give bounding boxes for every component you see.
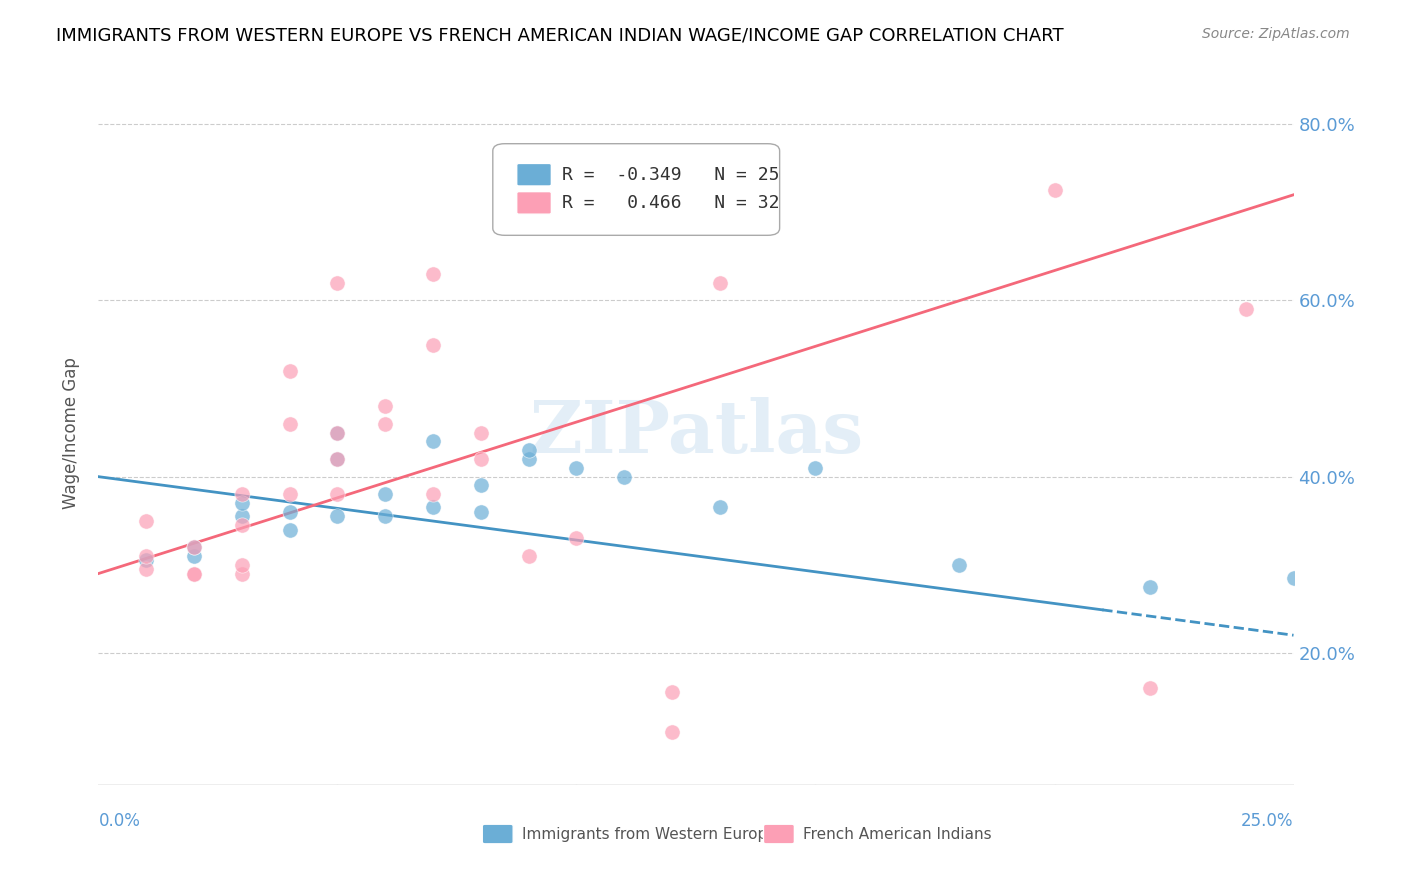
Point (326, 425, 349, 440)
Point (231, 518, 253, 533)
Point (565, 531, 588, 545)
Text: French American Indians: French American Indians (803, 827, 991, 841)
Point (231, 566, 253, 581)
Point (231, 558, 253, 572)
Point (374, 509, 396, 524)
Text: ZIPatlas: ZIPatlas (529, 397, 863, 468)
Point (517, 452, 540, 467)
FancyBboxPatch shape (517, 192, 551, 214)
Point (326, 452, 349, 467)
Point (326, 452, 349, 467)
Point (661, 725, 683, 739)
Point (374, 399, 396, 413)
Point (183, 540, 205, 554)
FancyBboxPatch shape (494, 144, 780, 235)
Text: 25.0%: 25.0% (1241, 812, 1294, 830)
Point (470, 425, 492, 440)
Text: R =  -0.349   N = 25: R = -0.349 N = 25 (562, 166, 779, 184)
Point (804, 460, 827, 475)
Point (278, 487, 301, 501)
FancyBboxPatch shape (517, 163, 551, 186)
Point (278, 505, 301, 519)
Point (278, 417, 301, 431)
Point (1139, 580, 1161, 594)
Point (1234, 302, 1257, 317)
Point (517, 549, 540, 563)
Text: R =   0.466   N = 32: R = 0.466 N = 32 (562, 194, 779, 212)
Point (374, 417, 396, 431)
Point (183, 540, 205, 554)
Point (613, 469, 636, 483)
Point (278, 364, 301, 378)
Text: Immigrants from Western Europe: Immigrants from Western Europe (522, 827, 776, 841)
Point (326, 425, 349, 440)
Point (326, 276, 349, 290)
Point (709, 276, 731, 290)
Point (135, 514, 157, 528)
Point (231, 487, 253, 501)
Point (135, 549, 157, 563)
Point (278, 523, 301, 537)
Point (1139, 681, 1161, 695)
Text: IMMIGRANTS FROM WESTERN EUROPE VS FRENCH AMERICAN INDIAN WAGE/INCOME GAP CORRELA: IMMIGRANTS FROM WESTERN EUROPE VS FRENCH… (56, 27, 1064, 45)
Point (183, 566, 205, 581)
Point (517, 443, 540, 458)
Point (470, 478, 492, 492)
Point (135, 562, 157, 576)
Point (231, 496, 253, 510)
Point (422, 337, 444, 351)
Point (231, 509, 253, 524)
Point (948, 558, 970, 572)
Point (374, 487, 396, 501)
Point (422, 500, 444, 515)
Point (422, 434, 444, 449)
Point (470, 452, 492, 467)
Point (565, 460, 588, 475)
Point (326, 509, 349, 524)
Point (183, 549, 205, 563)
Point (470, 505, 492, 519)
Point (183, 566, 205, 581)
Point (709, 500, 731, 515)
Text: 0.0%: 0.0% (98, 812, 141, 830)
Point (422, 487, 444, 501)
Text: Source: ZipAtlas.com: Source: ZipAtlas.com (1202, 27, 1350, 41)
Point (1043, 183, 1066, 197)
Y-axis label: Wage/Income Gap: Wage/Income Gap (62, 357, 80, 508)
Point (1282, 571, 1305, 585)
Point (326, 487, 349, 501)
Point (661, 685, 683, 699)
Point (422, 267, 444, 281)
Point (135, 553, 157, 567)
